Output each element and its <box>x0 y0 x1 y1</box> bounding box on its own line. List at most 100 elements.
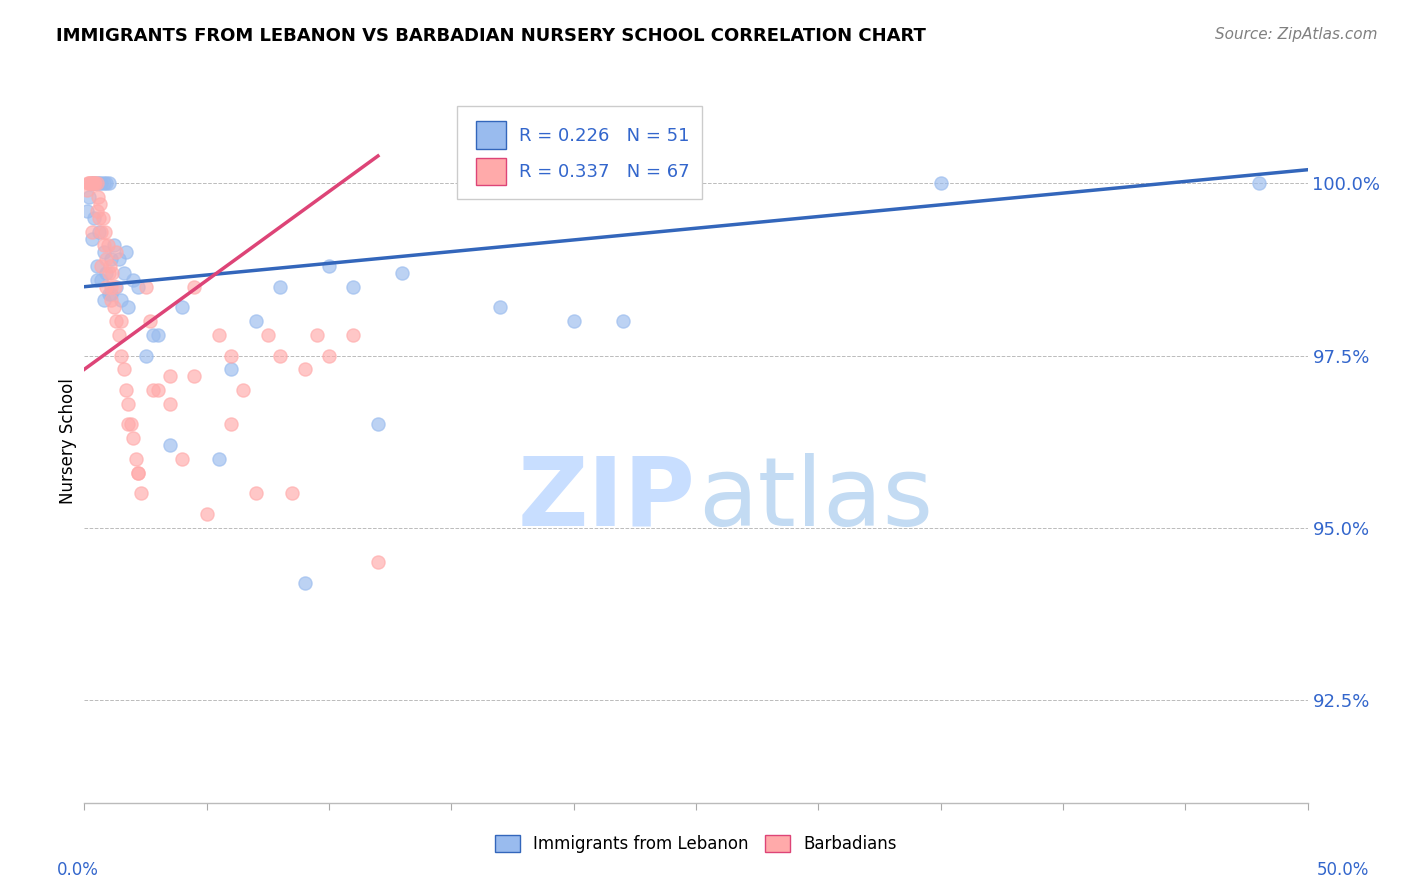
Point <box>159 369 181 384</box>
Point <box>101 266 124 280</box>
Point <box>77 190 100 204</box>
Point <box>107 252 129 267</box>
Point <box>94 225 117 239</box>
Point <box>172 301 194 315</box>
Point <box>257 327 280 342</box>
Point <box>86 259 108 273</box>
Point <box>117 397 139 411</box>
Point <box>195 507 218 521</box>
Point <box>87 177 110 191</box>
Point <box>219 417 242 432</box>
Point <box>127 466 149 480</box>
Point <box>77 177 100 191</box>
Point <box>93 238 115 252</box>
Point <box>86 177 108 191</box>
Point <box>80 177 103 191</box>
Point <box>89 197 111 211</box>
Point <box>96 279 118 293</box>
Point <box>105 314 128 328</box>
Point <box>562 314 585 328</box>
Point <box>208 451 231 466</box>
Point <box>93 245 115 260</box>
Point <box>232 383 254 397</box>
Point <box>269 279 291 293</box>
Point <box>127 466 149 480</box>
Point <box>96 177 118 191</box>
Point <box>93 293 115 308</box>
Point <box>142 327 165 342</box>
Point <box>100 286 122 301</box>
Point <box>97 238 120 252</box>
Point <box>100 293 122 308</box>
Point <box>115 245 138 260</box>
Text: ZIP: ZIP <box>517 453 696 546</box>
Point <box>97 266 120 280</box>
Point <box>86 177 108 191</box>
Point <box>342 327 364 342</box>
Point <box>87 211 110 225</box>
Point <box>245 486 267 500</box>
Point <box>135 279 157 293</box>
Point <box>90 177 112 191</box>
Point <box>142 383 165 397</box>
Point <box>159 397 181 411</box>
Point <box>98 259 121 273</box>
Point <box>129 486 152 500</box>
Point <box>86 273 108 287</box>
Point <box>305 327 328 342</box>
Point <box>219 362 242 376</box>
Point <box>87 225 110 239</box>
Point <box>929 177 952 191</box>
Point <box>100 279 122 293</box>
Point <box>93 177 115 191</box>
Point <box>80 231 103 245</box>
Point <box>464 177 486 191</box>
Point <box>100 252 122 267</box>
Point <box>86 204 108 219</box>
Point <box>84 177 107 191</box>
Point <box>112 362 135 376</box>
Point <box>110 349 132 363</box>
Point <box>122 273 145 287</box>
Point <box>90 273 112 287</box>
Point <box>76 183 98 197</box>
Point <box>90 259 112 273</box>
Point <box>159 438 181 452</box>
Point <box>318 349 340 363</box>
Point <box>96 252 118 267</box>
Point <box>87 190 110 204</box>
Point <box>117 301 139 315</box>
Point <box>146 327 169 342</box>
Text: IMMIGRANTS FROM LEBANON VS BARBADIAN NURSERY SCHOOL CORRELATION CHART: IMMIGRANTS FROM LEBANON VS BARBADIAN NUR… <box>56 27 927 45</box>
Point <box>103 238 125 252</box>
Point <box>117 417 139 432</box>
Point <box>105 245 128 260</box>
Point <box>103 301 125 315</box>
Point <box>105 279 128 293</box>
Point <box>97 286 120 301</box>
Point <box>127 279 149 293</box>
Point <box>120 417 142 432</box>
Point <box>110 293 132 308</box>
Point <box>80 177 103 191</box>
Point <box>269 349 291 363</box>
FancyBboxPatch shape <box>475 121 506 149</box>
Point <box>294 575 316 590</box>
Point <box>367 555 389 569</box>
Text: Source: ZipAtlas.com: Source: ZipAtlas.com <box>1215 27 1378 42</box>
Text: atlas: atlas <box>699 453 934 546</box>
Point <box>612 314 634 328</box>
Point <box>112 266 135 280</box>
Point <box>146 383 169 397</box>
FancyBboxPatch shape <box>475 158 506 185</box>
Point <box>79 177 101 191</box>
Point <box>107 327 129 342</box>
Point <box>245 314 267 328</box>
Point <box>122 431 145 445</box>
Point <box>1247 177 1270 191</box>
Point <box>97 177 120 191</box>
Point <box>110 314 132 328</box>
Legend: Immigrants from Lebanon, Barbadians: Immigrants from Lebanon, Barbadians <box>488 828 904 860</box>
Text: 50.0%: 50.0% <box>1316 861 1369 879</box>
Point <box>172 451 194 466</box>
